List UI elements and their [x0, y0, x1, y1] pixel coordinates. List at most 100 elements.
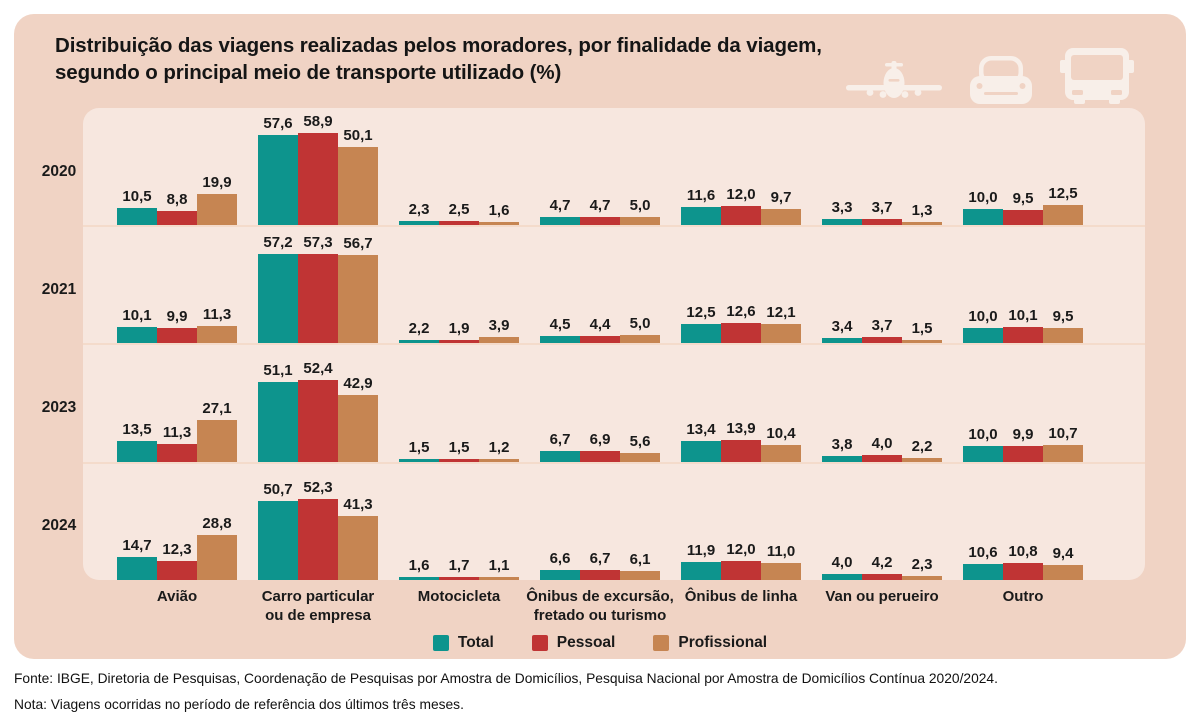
bar-value-label: 3,8 [831, 435, 853, 453]
bar-total: 1,6 [399, 557, 439, 580]
bar-group: 2,2 1,9 3,9 [399, 317, 519, 343]
bar-profissional: 1,1 [479, 557, 519, 580]
legend-swatch [653, 635, 670, 651]
bar-value-label: 13,9 [726, 419, 756, 437]
bar-value-label: 2,5 [448, 200, 470, 218]
bar-group: 57,6 58,9 50,1 [258, 113, 378, 225]
chart-title-line1: Distribuição das viagens realizadas pelo… [55, 34, 822, 57]
year-row-2023: 13,5 11,3 27,1 51,1 52,4 42,9 1,5 1,5 1,2 6,7 6,9 5… [83, 345, 1145, 464]
bar-profissional: 9,4 [1043, 545, 1083, 580]
bar-profissional: 1,6 [479, 202, 519, 225]
chart-card: Distribuição das viagens realizadas pelo… [14, 14, 1186, 659]
bar-value-label: 10,8 [1008, 543, 1038, 561]
bar-value-label: 42,9 [343, 375, 373, 393]
bar-total: 2,2 [399, 320, 439, 343]
bar-group: 1,5 1,5 1,2 [399, 439, 519, 462]
bar-value-label: 1,5 [448, 438, 470, 456]
bar-value-label: 2,3 [911, 556, 933, 574]
bar-group: 2,3 2,5 1,6 [399, 201, 519, 225]
bar-value-label: 12,6 [726, 303, 756, 321]
bar-profissional: 11,3 [197, 306, 237, 343]
bar-profissional: 10,7 [1043, 425, 1083, 462]
bar-value-label: 1,5 [911, 320, 933, 337]
bar-group: 4,0 4,2 2,3 [822, 554, 942, 580]
bar-group: 11,9 12,0 11,0 [681, 541, 801, 580]
bar-pessoal: 9,5 [1003, 190, 1043, 225]
bar-total: 12,5 [681, 304, 721, 343]
bar-value-label: 6,7 [589, 549, 611, 567]
bar-total: 11,9 [681, 542, 721, 580]
bar-total: 13,5 [117, 421, 157, 462]
bar-profissional: 12,1 [761, 304, 801, 343]
bar-total: 57,6 [258, 115, 298, 225]
year-row-2024: 14,7 12,3 28,8 50,7 52,3 41,3 1,6 1,7 1,1 6,6 6,7 6… [83, 464, 1145, 580]
category-label: Motocicleta [399, 587, 519, 625]
bar-group: 57,2 57,3 56,7 [258, 234, 378, 343]
bar-value-label: 1,6 [408, 557, 430, 574]
bar-value-label: 5,6 [629, 432, 651, 450]
bar-pessoal: 12,0 [721, 186, 761, 225]
bar-value-label: 50,1 [343, 126, 373, 144]
bar-value-label: 52,3 [303, 478, 333, 496]
chart-title: Distribuição das viagens realizadas pelo… [55, 32, 822, 86]
bar-rows: 10,5 8,8 19,9 57,6 58,9 50,1 2,3 2,5 1,6 4,7 4,7 5,… [83, 108, 1145, 580]
year-label-2020: 2020 [41, 163, 77, 180]
category-label-line: Van ou perueiro [825, 588, 939, 605]
category-label: Outro [963, 587, 1083, 625]
bar-value-label: 9,9 [1012, 426, 1034, 444]
bar-pessoal: 1,7 [439, 557, 479, 580]
bar-total: 10,0 [963, 189, 1003, 225]
category-label-line: fretado ou turismo [533, 607, 667, 624]
bar-value-label: 1,6 [488, 201, 510, 219]
bar-group: 12,5 12,6 12,1 [681, 303, 801, 343]
category-axis: Avião Carro particular ou de empresa Motoci… [117, 587, 1083, 625]
bar-total: 51,1 [258, 362, 298, 462]
bar-profissional: 9,5 [1043, 308, 1083, 343]
bar-value-label: 12,0 [726, 185, 756, 203]
year-label-2023: 2023 [41, 399, 77, 416]
bar-value-label: 13,5 [122, 420, 152, 438]
bar-pessoal: 4,7 [580, 197, 620, 225]
bar-value-label: 56,7 [343, 235, 373, 253]
bar-group: 6,7 6,9 5,6 [540, 431, 660, 462]
bar-value-label: 1,3 [911, 201, 933, 219]
year-row-2020: 10,5 8,8 19,9 57,6 58,9 50,1 2,3 2,5 1,6 4,7 4,7 5,… [83, 108, 1145, 227]
bar-pessoal: 58,9 [298, 113, 338, 225]
bar-profissional: 50,1 [338, 127, 378, 225]
bar-pessoal: 52,3 [298, 479, 338, 580]
bar-value-label: 9,5 [1012, 189, 1034, 207]
bar-pessoal: 4,0 [862, 435, 902, 462]
bar-value-label: 9,4 [1052, 545, 1074, 563]
plot-area: 10,5 8,8 19,9 57,6 58,9 50,1 2,3 2,5 1,6 4,7 4,7 5,… [83, 108, 1145, 580]
bar-value-label: 4,0 [831, 553, 853, 571]
bar-value-label: 12,3 [162, 540, 192, 558]
bar-group: 4,5 4,4 5,0 [540, 315, 660, 343]
bar-group: 11,6 12,0 9,7 [681, 186, 801, 225]
bar-pessoal: 2,5 [439, 201, 479, 225]
bar-total: 4,7 [540, 197, 580, 225]
bar-value-label: 9,9 [166, 307, 188, 325]
category-label-line: Avião [156, 588, 198, 605]
bar-value-label: 6,9 [589, 430, 611, 448]
bar-value-label: 3,7 [871, 317, 893, 335]
bar-value-label: 50,7 [263, 481, 293, 499]
bar-total: 50,7 [258, 481, 298, 580]
legend-swatch [531, 635, 548, 651]
bar-value-label: 2,2 [408, 319, 430, 337]
bar-value-label: 10,1 [1008, 307, 1038, 325]
bar-value-label: 2,3 [408, 200, 430, 218]
category-label-line: ou de empresa [265, 607, 371, 624]
bar-group: 13,5 11,3 27,1 [117, 400, 237, 462]
bar-pessoal: 4,2 [862, 554, 902, 580]
bar-group: 3,3 3,7 1,3 [822, 199, 942, 225]
bar-value-label: 12,5 [1048, 185, 1078, 203]
bar-profissional: 56,7 [338, 235, 378, 343]
bar-value-label: 41,3 [343, 496, 373, 513]
bar-value-label: 57,2 [263, 234, 293, 252]
bar-value-label: 3,3 [831, 199, 853, 217]
bar-profissional: 5,0 [620, 197, 660, 225]
category-label-line: Outro [1002, 588, 1044, 605]
bar-pessoal: 12,0 [721, 541, 761, 580]
bar-value-label: 10,5 [122, 188, 152, 206]
bar-value-label: 57,6 [263, 115, 293, 133]
